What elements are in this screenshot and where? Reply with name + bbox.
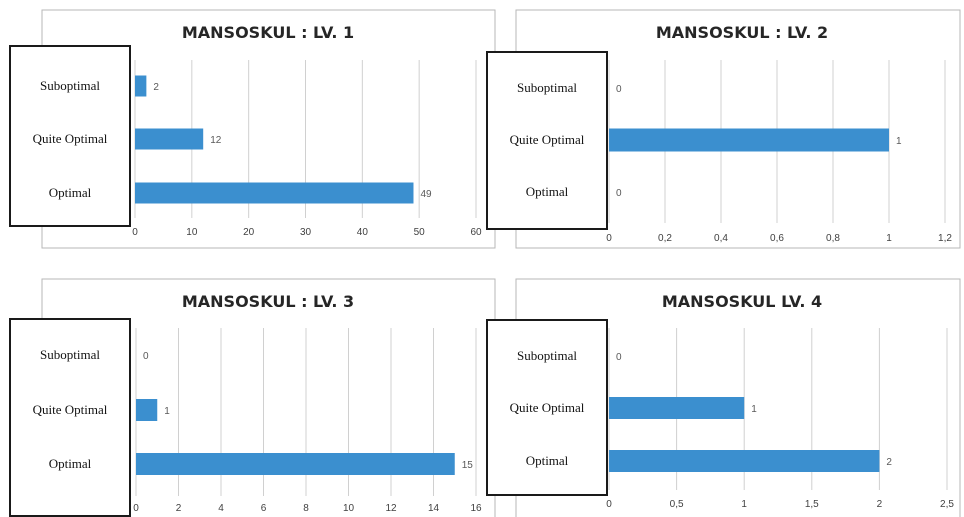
data-label: 0 [616, 352, 622, 363]
category-label: Optimal [526, 184, 569, 199]
x-tick-label: 4 [218, 503, 224, 514]
category-label-box [486, 51, 608, 230]
x-tick-label: 0,4 [714, 233, 728, 244]
x-tick-label: 0 [132, 227, 138, 238]
x-tick-label: 0 [133, 503, 139, 514]
category-label: Optimal [49, 456, 92, 471]
bar [609, 450, 880, 472]
x-tick-label: 0 [606, 233, 612, 244]
chart-title: MANSOSKUL LV. 4 [662, 292, 822, 311]
x-tick-label: 0 [606, 499, 612, 510]
chart-title: MANSOSKUL : LV. 3 [182, 292, 354, 311]
x-tick-label: 20 [243, 227, 255, 238]
chart-title: MANSOSKUL : LV. 2 [656, 23, 828, 42]
chart-title: MANSOSKUL : LV. 1 [182, 23, 354, 42]
category-label: Quite Optimal [510, 132, 585, 147]
category-label: Quite Optimal [510, 400, 585, 415]
category-label-box [9, 45, 131, 227]
x-tick-label: 14 [428, 503, 440, 514]
x-tick-label: 50 [414, 227, 426, 238]
x-tick-label: 2 [176, 503, 182, 514]
category-label: Suboptimal [517, 348, 577, 363]
data-label: 1 [896, 136, 902, 147]
category-label: Optimal [526, 453, 569, 468]
category-label-box [9, 318, 131, 517]
x-tick-label: 2,5 [940, 499, 954, 510]
x-tick-label: 10 [343, 503, 355, 514]
x-tick-label: 1 [741, 499, 747, 510]
x-tick-label: 0,8 [826, 233, 840, 244]
bar [609, 397, 745, 419]
category-label-box [486, 319, 608, 496]
bar [135, 75, 147, 97]
bar [136, 453, 455, 475]
category-label: Suboptimal [40, 78, 100, 93]
x-tick-label: 60 [470, 227, 482, 238]
category-label: Suboptimal [40, 347, 100, 362]
data-label: 2 [153, 82, 159, 93]
data-label: 12 [210, 135, 222, 146]
category-label: Suboptimal [517, 80, 577, 95]
data-label: 0 [143, 351, 149, 362]
x-tick-label: 12 [385, 503, 397, 514]
data-label: 0 [616, 84, 622, 95]
category-label: Quite Optimal [33, 402, 108, 417]
x-tick-label: 0,5 [670, 499, 684, 510]
bar [136, 399, 158, 421]
data-label: 1 [164, 406, 170, 417]
data-label: 15 [462, 460, 474, 471]
data-label: 49 [420, 189, 432, 200]
x-tick-label: 6 [261, 503, 267, 514]
x-tick-label: 40 [357, 227, 369, 238]
x-tick-label: 2 [877, 499, 883, 510]
category-label: Quite Optimal [33, 131, 108, 146]
x-tick-label: 8 [303, 503, 309, 514]
x-tick-label: 10 [186, 227, 198, 238]
bar [135, 128, 204, 150]
x-tick-label: 1,2 [938, 233, 952, 244]
x-tick-label: 16 [470, 503, 482, 514]
data-label: 0 [616, 188, 622, 199]
x-tick-label: 30 [300, 227, 312, 238]
category-label: Optimal [49, 185, 92, 200]
data-label: 2 [886, 457, 892, 468]
bar [135, 182, 414, 204]
x-tick-label: 0,2 [658, 233, 672, 244]
x-tick-label: 1 [886, 233, 892, 244]
x-tick-label: 1,5 [805, 499, 819, 510]
data-label: 1 [751, 404, 757, 415]
bar [609, 128, 889, 152]
x-tick-label: 0,6 [770, 233, 784, 244]
